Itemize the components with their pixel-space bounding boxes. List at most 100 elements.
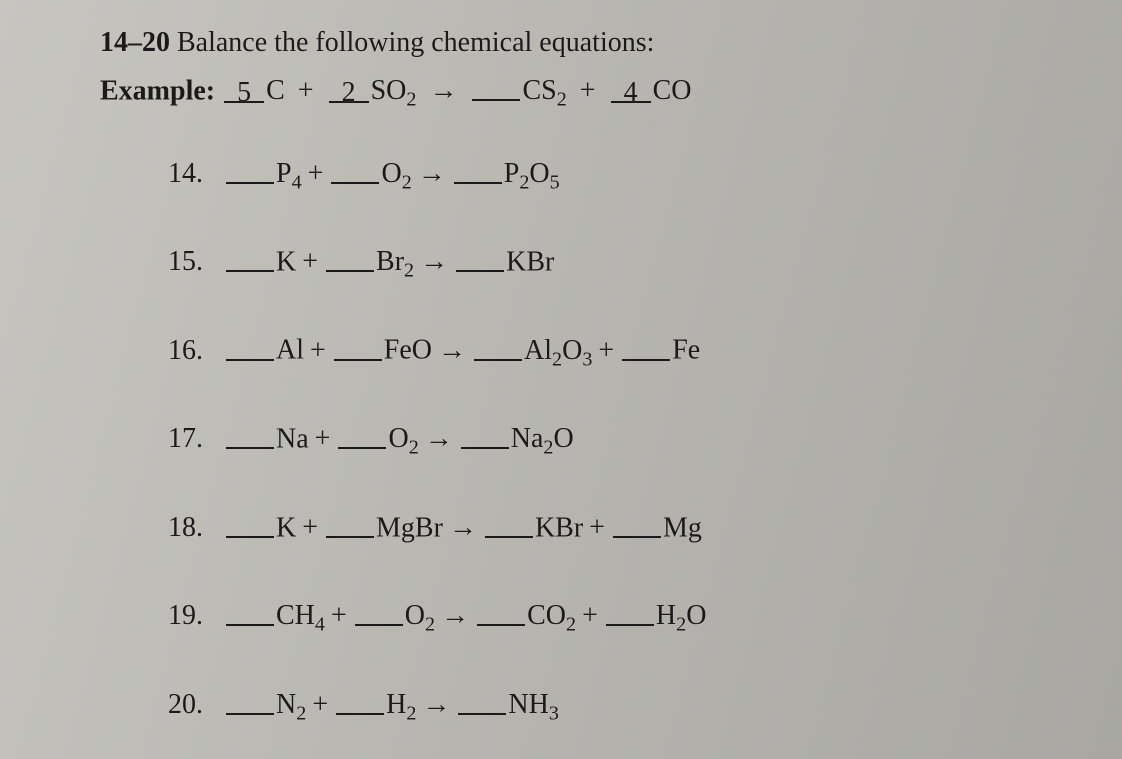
- equation: K+MgBr→KBr+Mg: [224, 505, 702, 548]
- term: Br2: [376, 246, 414, 277]
- coef-blank[interactable]: [622, 329, 670, 360]
- element: Na: [276, 423, 309, 454]
- coef-blank[interactable]: [326, 241, 374, 272]
- arrow: →: [416, 685, 456, 724]
- plus-sign: +: [576, 600, 604, 631]
- plus-sign: +: [296, 512, 324, 543]
- element: Na: [511, 423, 544, 454]
- arrow: →: [432, 331, 472, 370]
- coef-blank[interactable]: [334, 329, 382, 360]
- element: Fe: [672, 335, 700, 366]
- term: NH3: [508, 689, 559, 720]
- coef-blank[interactable]: [477, 595, 525, 626]
- coef-blank[interactable]: [226, 595, 274, 626]
- equation: K+Br2→KBr: [224, 239, 554, 282]
- term: O2: [405, 600, 435, 631]
- element: SO: [371, 75, 407, 106]
- element: K: [276, 246, 296, 277]
- coef-blank[interactable]: [226, 152, 274, 183]
- term: CH4: [276, 600, 325, 631]
- plus-sign: +: [592, 335, 620, 366]
- coef-blank[interactable]: [226, 507, 274, 538]
- subscript: 2: [557, 89, 567, 111]
- term: CO: [653, 75, 692, 106]
- subscript: 3: [549, 703, 559, 725]
- coef-blank[interactable]: 5: [224, 71, 264, 102]
- subscript: 2: [543, 437, 553, 459]
- coef-blank[interactable]: [613, 507, 661, 538]
- term: O2: [388, 423, 418, 454]
- problems-list: 14.P4+O2→P2O515.K+Br2→KBr16.Al+FeO→Al2O3…: [100, 150, 1082, 724]
- problem-row: 15.K+Br2→KBr: [168, 239, 1082, 282]
- term: H2O: [656, 600, 707, 631]
- subscript: 2: [519, 171, 529, 193]
- problem-row: 20.N2+H2→NH3: [168, 682, 1082, 725]
- subscript: 5: [550, 171, 560, 193]
- coef-blank[interactable]: 4: [611, 71, 651, 102]
- coef-blank[interactable]: [226, 684, 274, 715]
- coef-blank[interactable]: [461, 418, 509, 449]
- coef-blank[interactable]: [485, 507, 533, 538]
- problem-row: 19.CH4+O2→CO2+H2O: [168, 593, 1082, 636]
- element: Mg: [663, 512, 702, 543]
- subscript: 2: [406, 703, 416, 725]
- coef-blank[interactable]: [226, 241, 274, 272]
- term: O2: [381, 158, 411, 189]
- coef-blank[interactable]: [456, 241, 504, 272]
- coef-blank[interactable]: [326, 507, 374, 538]
- coef-blank[interactable]: [472, 70, 520, 101]
- coef-blank[interactable]: [458, 684, 506, 715]
- plus-sign: +: [583, 512, 611, 543]
- element: KBr: [535, 512, 583, 543]
- problem-number: 17.: [168, 419, 224, 458]
- element: N: [276, 689, 296, 720]
- coef-blank[interactable]: [474, 329, 522, 360]
- element: O: [529, 158, 549, 189]
- term: H2: [386, 689, 416, 720]
- coef-blank[interactable]: 2: [329, 71, 369, 102]
- problem-row: 18.K+MgBr→KBr+Mg: [168, 505, 1082, 548]
- coef-blank[interactable]: [338, 418, 386, 449]
- element: H: [386, 689, 406, 720]
- term: FeO: [384, 335, 432, 366]
- subscript: 2: [425, 614, 435, 636]
- coef-blank[interactable]: [355, 595, 403, 626]
- element: CS: [522, 75, 556, 106]
- element: O: [405, 600, 425, 631]
- problem-row: 16.Al+FeO→Al2O3+Fe: [168, 327, 1082, 370]
- element: O: [388, 423, 408, 454]
- element: CH: [276, 600, 315, 631]
- instruction-text: Balance the following chemical equations…: [177, 27, 654, 58]
- problem-number: 20.: [168, 685, 224, 724]
- subscript: 2: [566, 614, 576, 636]
- plus-sign: +: [292, 75, 320, 106]
- element: P: [504, 158, 520, 189]
- coef-blank[interactable]: [331, 152, 379, 183]
- term: Na: [276, 423, 309, 454]
- element: MgBr: [376, 512, 443, 543]
- arrow: →: [412, 154, 452, 193]
- coef-blank[interactable]: [606, 595, 654, 626]
- subscript: 2: [404, 260, 414, 282]
- element: K: [276, 512, 296, 543]
- term: Mg: [663, 512, 702, 543]
- plus-sign: +: [309, 423, 337, 454]
- term: Al: [276, 335, 304, 366]
- problem-row: 17.Na+O2→Na2O: [168, 416, 1082, 459]
- element: Al: [276, 335, 304, 366]
- equation: P4+O2→P2O5: [224, 150, 560, 193]
- plus-sign: +: [325, 600, 353, 631]
- coef-blank[interactable]: [454, 152, 502, 183]
- element: FeO: [384, 335, 432, 366]
- term: C: [266, 75, 285, 106]
- subscript: 4: [292, 171, 302, 193]
- element: Br: [376, 246, 404, 277]
- coef-blank[interactable]: [226, 329, 274, 360]
- worksheet-page: 14–20 Balance the following chemical equ…: [0, 0, 1122, 759]
- term: MgBr: [376, 512, 443, 543]
- subscript: 4: [315, 614, 325, 636]
- coef-blank[interactable]: [226, 418, 274, 449]
- term: KBr: [535, 512, 583, 543]
- term: Fe: [672, 335, 700, 366]
- coef-blank[interactable]: [336, 684, 384, 715]
